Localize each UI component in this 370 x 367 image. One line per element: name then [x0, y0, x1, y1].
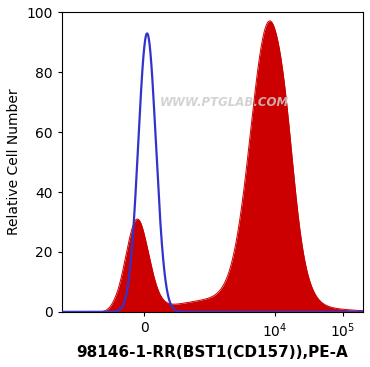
Y-axis label: Relative Cell Number: Relative Cell Number	[7, 89, 21, 236]
X-axis label: 98146-1-RR(BST1(CD157)),PE-A: 98146-1-RR(BST1(CD157)),PE-A	[77, 345, 348, 360]
Text: WWW.PTGLAB.COM: WWW.PTGLAB.COM	[160, 96, 289, 109]
